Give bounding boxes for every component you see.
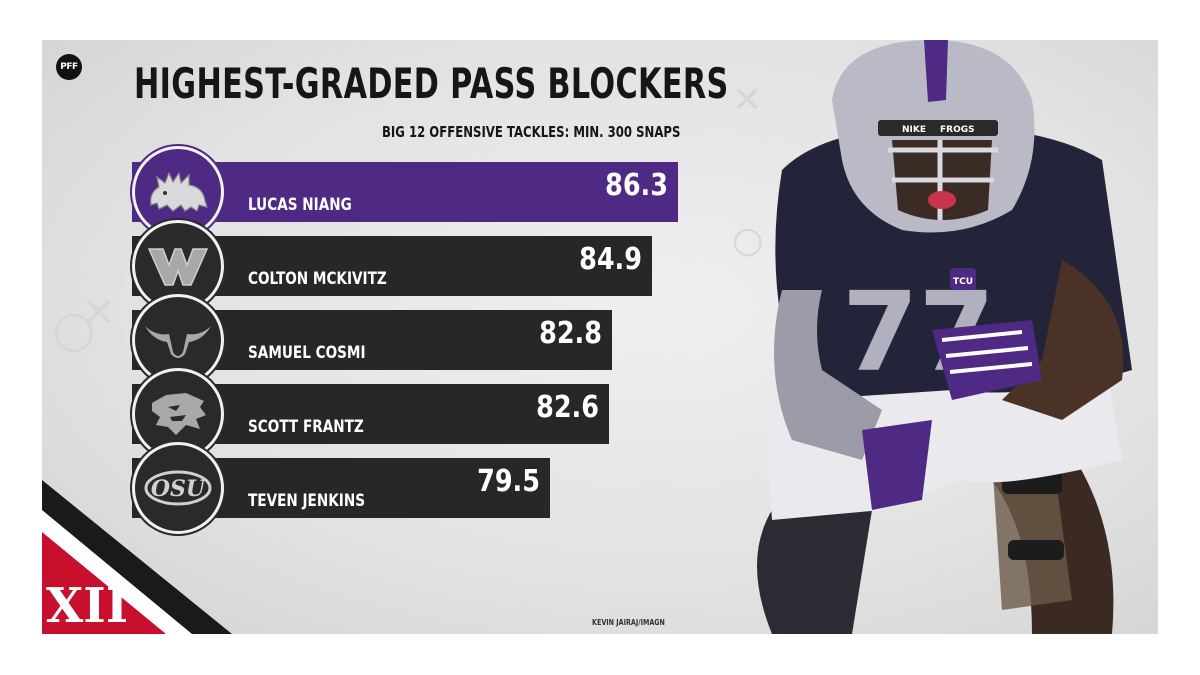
photo-credit: KEVIN JAIRAJ/IMAGN bbox=[592, 618, 665, 627]
big12-corner-logo: XII bbox=[42, 480, 232, 634]
grade-label-1: 86.3 bbox=[605, 168, 668, 203]
team-badge-5: OSU bbox=[132, 442, 224, 534]
player-name-2: COLTON MCKIVITZ bbox=[248, 269, 387, 289]
player-name-5: TEVEN JENKINS bbox=[248, 491, 366, 511]
grade-label-2: 84.9 bbox=[578, 242, 642, 277]
grade-label-3: 82.8 bbox=[539, 316, 603, 351]
helmet-text: FROGS bbox=[940, 125, 975, 135]
longhorn-icon bbox=[145, 326, 211, 358]
jersey-badge: TCU bbox=[953, 277, 973, 287]
grade-label-5: 79.5 bbox=[477, 464, 541, 499]
glove-left bbox=[862, 420, 932, 510]
horned-frog-icon bbox=[150, 171, 208, 212]
playbook-x-mark: ✕ bbox=[82, 290, 116, 336]
grade-label-4: 82.6 bbox=[535, 390, 599, 425]
wildcat-icon bbox=[152, 393, 206, 435]
wv-logo-icon bbox=[147, 248, 209, 286]
player-arm-left bbox=[774, 290, 882, 460]
chart-title: HIGHEST-GRADED PASS BLOCKERS bbox=[134, 59, 729, 108]
team-badge-3 bbox=[132, 294, 224, 386]
playbook-o-mark: ○ bbox=[52, 300, 96, 358]
pff-logo: PFF bbox=[56, 54, 82, 80]
infographic-card: ✕ ○ ✕ ○ PFF HIGHEST-GRADED PASS BLOCKERS… bbox=[42, 40, 1158, 634]
player-name-1: LUCAS NIANG bbox=[248, 195, 352, 215]
player-name-4: SCOTT FRANTZ bbox=[248, 417, 364, 437]
osu-logo-text: OSU bbox=[151, 476, 207, 502]
player-leg-left bbox=[757, 510, 872, 634]
helmet-brand-text: NIKE bbox=[902, 125, 926, 135]
playbook-o-mark: ○ bbox=[732, 220, 764, 261]
player-photo: 77 TCU NIKE FROGS bbox=[757, 40, 1132, 634]
osu-logo-icon: OSU bbox=[144, 470, 212, 506]
playbook-x-mark: ✕ bbox=[732, 80, 763, 121]
conference-logo-text: XII bbox=[46, 578, 128, 634]
chart-subtitle: BIG 12 OFFENSIVE TACKLES: MIN. 300 SNAPS bbox=[382, 123, 681, 141]
player-name-3: SAMUEL COSMI bbox=[248, 343, 366, 363]
